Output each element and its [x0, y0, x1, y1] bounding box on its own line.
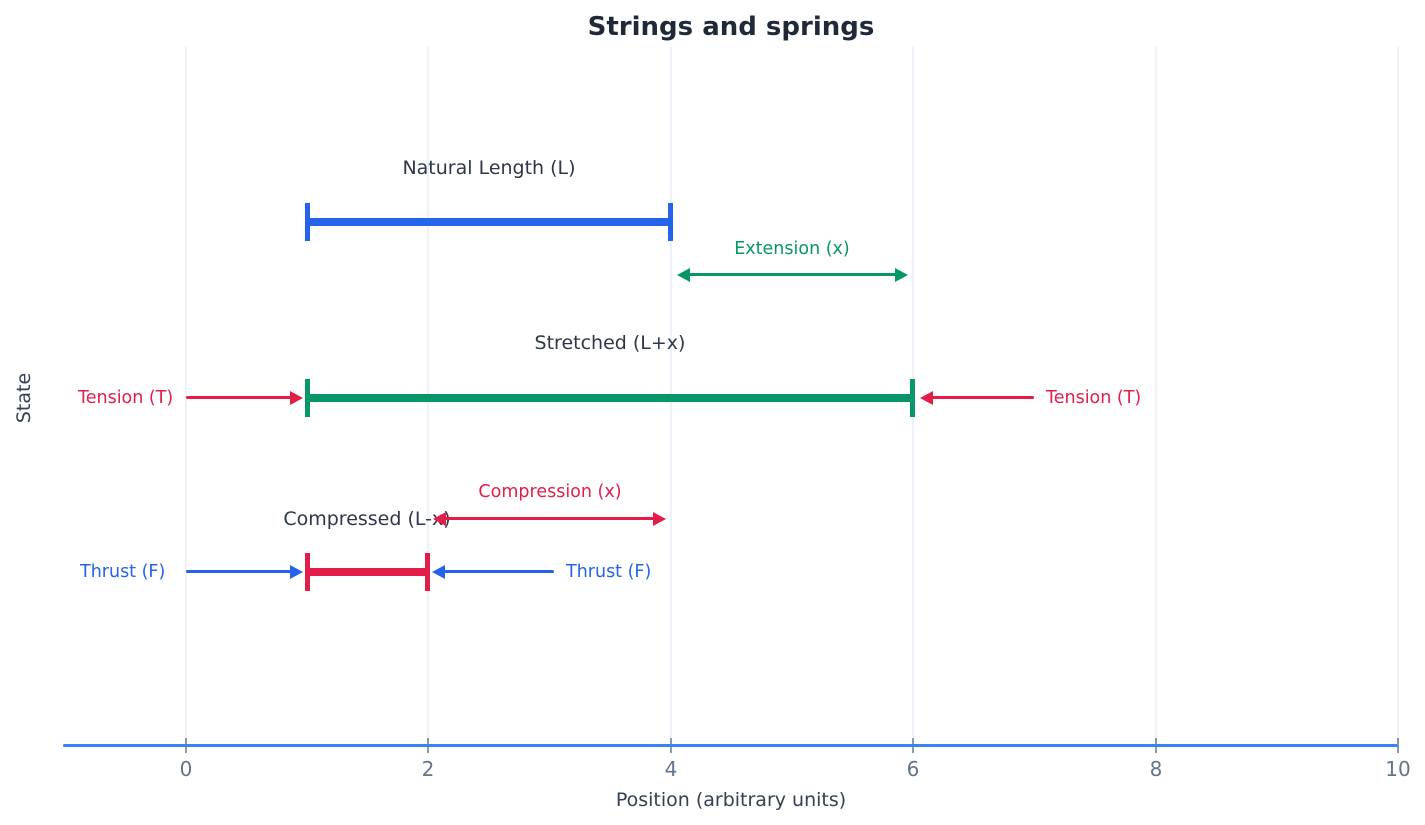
x-axis-tick-label: 2 [421, 757, 435, 781]
x-axis-line [63, 744, 1398, 747]
x-axis-tick [1397, 738, 1399, 753]
compressed-bar [305, 553, 430, 591]
tension-left-label: Tension (T) [78, 388, 174, 408]
extension-arrow [677, 268, 908, 282]
natural-length-bar [305, 203, 673, 241]
arrowhead-left-icon [920, 391, 933, 405]
arrowhead-right-icon [895, 268, 908, 282]
x-axis-tick-label: 8 [1149, 757, 1163, 781]
compressed-label: Compressed (L-x) [283, 508, 451, 530]
thrust-right-arrow [432, 565, 554, 579]
natural-length-label: Natural Length (L) [402, 157, 576, 179]
x-axis-tick-label: 6 [906, 757, 920, 781]
arrowhead-left-icon [433, 512, 446, 526]
compression-arrow [433, 512, 666, 526]
arrowhead-left-icon [677, 268, 690, 282]
tension-right-label: Tension (T) [1046, 388, 1142, 408]
arrowhead-right-icon [290, 565, 303, 579]
stretched-label: Stretched (L+x) [534, 332, 686, 354]
tension-left-arrow [186, 391, 303, 405]
grid-line [1155, 47, 1157, 745]
y-axis-label: State [13, 372, 35, 424]
stretched-bar [305, 379, 915, 417]
arrowhead-right-icon [653, 512, 666, 526]
x-axis-tick-label: 4 [664, 757, 678, 781]
tension-right-arrow [920, 391, 1034, 405]
compression-label: Compression (x) [478, 482, 622, 502]
x-axis-label: Position (arbitrary units) [615, 789, 847, 811]
grid-line [1397, 47, 1399, 745]
extension-label: Extension (x) [734, 239, 850, 259]
x-axis-tick-label: 10 [1385, 757, 1411, 781]
x-axis-tick-label: 0 [179, 757, 193, 781]
arrowhead-right-icon [290, 391, 303, 405]
arrowhead-left-icon [432, 565, 445, 579]
thrust-right-label: Thrust (F) [566, 562, 652, 582]
chart-title: Strings and springs [587, 12, 875, 42]
thrust-left-arrow [186, 565, 303, 579]
thrust-left-label: Thrust (F) [80, 562, 166, 582]
